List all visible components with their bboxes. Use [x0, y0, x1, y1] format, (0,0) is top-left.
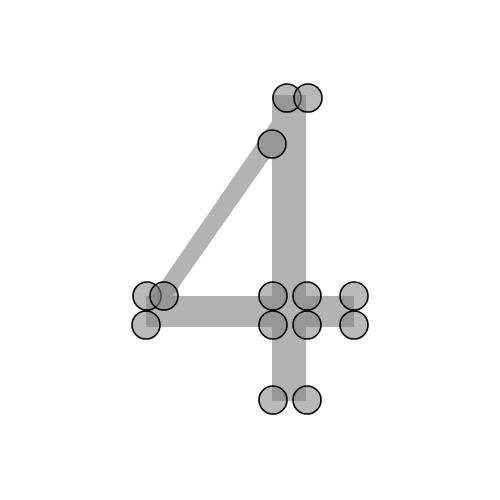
control-point: [339, 281, 369, 311]
control-point: [292, 310, 322, 340]
control-point: [149, 281, 179, 311]
control-point: [293, 83, 323, 113]
control-point: [292, 281, 322, 311]
control-points: [131, 83, 369, 415]
control-point: [131, 310, 161, 340]
control-point: [292, 385, 322, 415]
control-point: [339, 310, 369, 340]
control-point: [258, 310, 288, 340]
control-point: [258, 281, 288, 311]
control-point: [258, 385, 288, 415]
control-point: [257, 129, 287, 159]
